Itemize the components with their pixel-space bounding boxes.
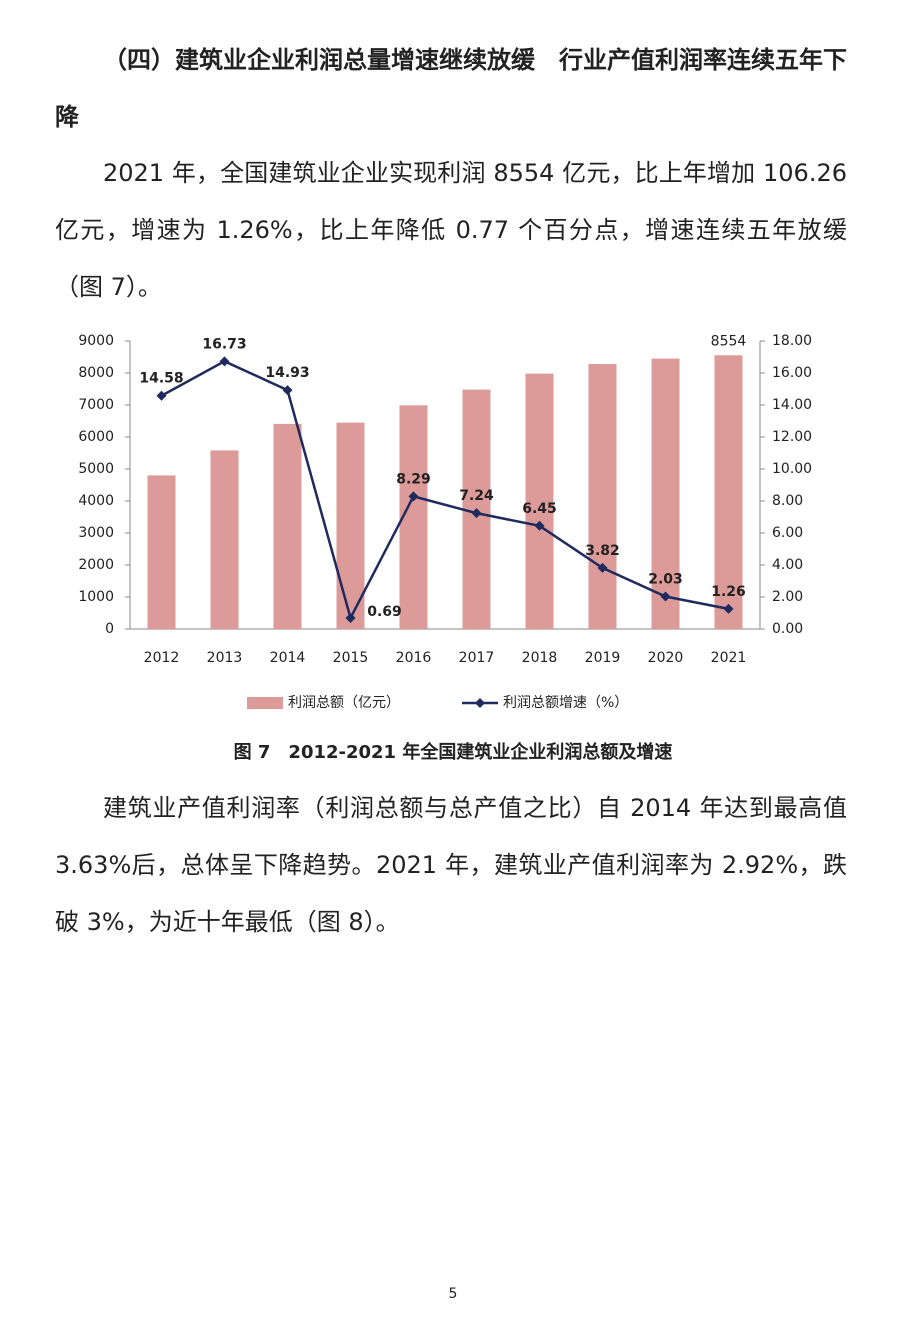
point [345, 612, 356, 623]
y-tick-label: 3000 [78, 525, 114, 541]
heading: （四）建筑业企业利润总量增速继续放缓 行业产值利润率连续五年下降 [55, 46, 847, 131]
point-label: 14.58 [139, 371, 183, 387]
bar [525, 373, 554, 629]
point [282, 385, 293, 396]
line [160, 359, 729, 622]
legend-label: 利润总额（亿元） [288, 695, 400, 711]
y-tick-label: 2000 [78, 557, 114, 573]
point-label: 8.29 [396, 471, 431, 487]
y2-tick-label: 12.00 [772, 429, 812, 445]
bar [399, 405, 428, 629]
y-tick-label: 5000 [78, 461, 114, 477]
point-label: 6.45 [522, 501, 557, 517]
y2-tick-label: 4.00 [772, 557, 803, 573]
legend-swatch [475, 698, 485, 708]
caption: 图 7 2012-2021 年全国建筑业企业利润总额及增速 [233, 742, 673, 763]
point [219, 356, 230, 367]
point-label: 16.73 [202, 336, 246, 352]
bar [336, 422, 365, 629]
point-label: 1.26 [711, 584, 746, 600]
y-tick-label: 8000 [78, 365, 114, 381]
y2-tick-label: 14.00 [772, 397, 812, 413]
bar [588, 364, 617, 629]
point [471, 508, 482, 519]
y2-tick-label: 6.00 [772, 525, 803, 541]
point [660, 591, 671, 602]
point-label: 3.82 [585, 543, 620, 559]
point-label: 0.69 [367, 604, 402, 620]
x-tick-label: 2016 [396, 650, 432, 666]
y-tick-label: 1000 [78, 589, 114, 605]
y-tick-label: 0 [105, 621, 114, 637]
paragraph: 2021 年，全国建筑业企业实现利润 8554 亿元，比上年增加 106.26 … [55, 159, 847, 301]
y-tick-label: 4000 [78, 493, 114, 509]
x-tick-label: 2019 [585, 650, 621, 666]
x-tick-label: 2014 [270, 650, 306, 666]
point [534, 520, 545, 531]
bar [273, 423, 302, 629]
bar [651, 358, 680, 629]
point-label: 14.93 [265, 365, 309, 381]
y-tick-label: 9000 [78, 333, 114, 349]
y2-tick-label: 16.00 [772, 365, 812, 381]
y-tick-label: 6000 [78, 429, 114, 445]
paragraph: 建筑业产值利润率（利润总额与总产值之比）自 2014 年达到最高值 3.63%后… [55, 794, 847, 936]
y2-tick-label: 8.00 [772, 493, 803, 509]
bar [714, 355, 743, 629]
page-number: 5 [448, 1286, 458, 1302]
x-tick-label: 2012 [144, 650, 180, 666]
point [156, 390, 167, 401]
y2-tick-label: 0.00 [772, 621, 803, 637]
y-tick-label: 7000 [78, 397, 114, 413]
legend-label: 利润总额增速（%） [503, 695, 628, 711]
point [597, 562, 608, 573]
x-tick-label: 2020 [648, 650, 684, 666]
x-tick-label: 2021 [711, 650, 747, 666]
bar-label: 8554 [711, 333, 747, 349]
bar [147, 475, 176, 629]
chart: 0 1000 2000 3000 4000 5000 6000 7000 8000 9000 0.0… [78, 333, 812, 711]
point-label: 2.03 [648, 572, 683, 588]
point-label: 7.24 [459, 488, 494, 504]
x-tick-label: 2018 [522, 650, 558, 666]
x-tick-label: 2013 [207, 650, 243, 666]
y2-tick-label: 10.00 [772, 461, 812, 477]
point [408, 491, 419, 502]
legend-swatch [247, 697, 283, 709]
y2-tick-label: 2.00 [772, 589, 803, 605]
x-tick-label: 2015 [333, 650, 369, 666]
y2-tick-label: 18.00 [772, 333, 812, 349]
bar [210, 450, 239, 629]
point [723, 603, 734, 614]
x-tick-label: 2017 [459, 650, 495, 666]
